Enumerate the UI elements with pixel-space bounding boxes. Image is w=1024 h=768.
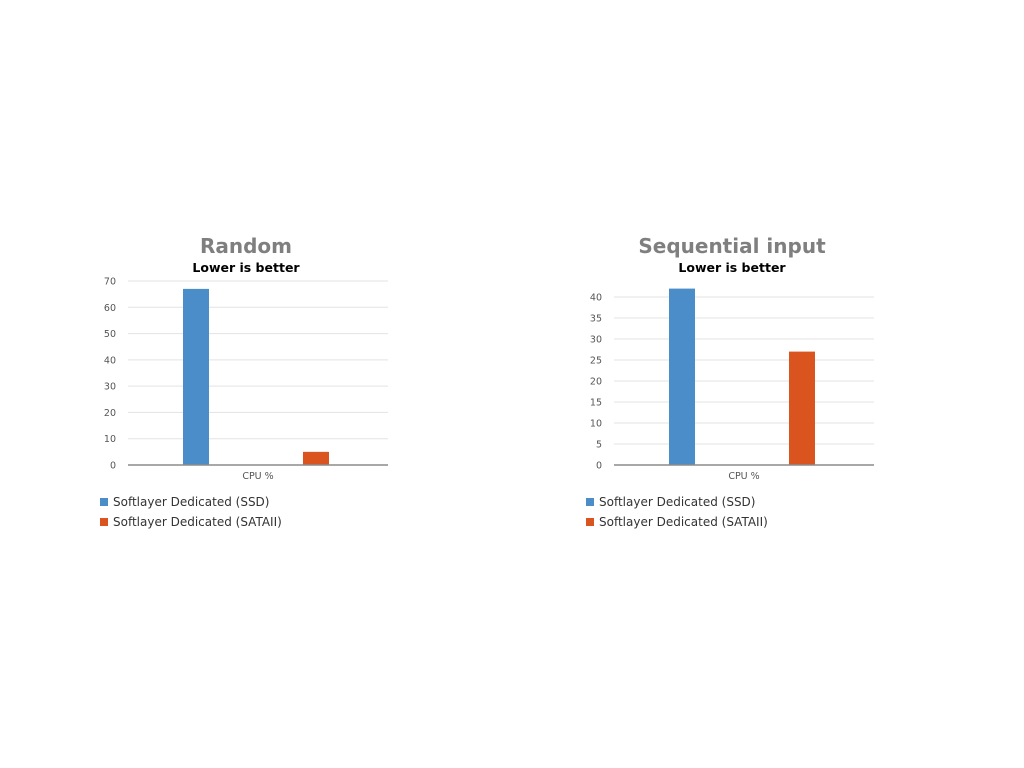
y-tick-label: 5	[596, 440, 602, 451]
chart-title: Sequential input	[638, 234, 826, 258]
y-tick-label: 50	[104, 329, 116, 340]
legend-item-ssd[interactable]: Softlayer Dedicated (SSD)	[586, 492, 768, 512]
y-tick-label: 40	[590, 293, 602, 304]
y-tick-label: 30	[104, 382, 116, 393]
y-tick-label: 10	[590, 419, 602, 430]
legend-label-ssd: Softlayer Dedicated (SSD)	[113, 495, 270, 509]
x-category-label: CPU %	[242, 471, 273, 482]
chart-legend: Softlayer Dedicated (SSD) Softlayer Dedi…	[586, 492, 768, 532]
legend-item-ssd[interactable]: Softlayer Dedicated (SSD)	[100, 492, 282, 512]
chart-plot: 0 5 10 15 20 25 30 35 40 CPU %	[590, 288, 874, 482]
chart-random: Random Lower is better 0 10 20 30 40 50 60 70 CP…	[36, 230, 476, 540]
legend-swatch-sataii	[586, 518, 594, 526]
chart-sequential-input: Sequential input Lower is better 0 5 10 15 2…	[522, 230, 962, 540]
y-tick-label: 70	[104, 277, 116, 288]
y-tick-label: 25	[590, 356, 602, 367]
y-tick-label: 35	[590, 314, 602, 325]
legend-item-sataii[interactable]: Softlayer Dedicated (SATAII)	[100, 512, 282, 532]
chart-plot: 0 10 20 30 40 50 60 70 CPU %	[104, 277, 388, 482]
legend-label-sataii: Softlayer Dedicated (SATAII)	[113, 515, 282, 529]
y-tick-label: 15	[590, 398, 602, 409]
legend-swatch-ssd	[100, 498, 108, 506]
x-category-label: CPU %	[728, 471, 759, 482]
y-tick-label: 40	[104, 355, 116, 366]
bar-ssd	[183, 288, 209, 465]
bar-ssd	[669, 288, 695, 465]
legend-label-ssd: Softlayer Dedicated (SSD)	[599, 495, 756, 509]
y-tick-label: 0	[596, 461, 602, 472]
legend-swatch-sataii	[100, 518, 108, 526]
chart-subtitle: Lower is better	[192, 260, 300, 275]
bar-sataii	[789, 351, 815, 465]
chart-subtitle: Lower is better	[678, 260, 786, 275]
bar-sataii	[303, 451, 329, 465]
y-tick-label: 20	[104, 408, 116, 419]
y-tick-label: 0	[110, 461, 116, 472]
chart-legend: Softlayer Dedicated (SSD) Softlayer Dedi…	[100, 492, 282, 532]
chart-title: Random	[199, 234, 293, 258]
y-tick-label: 30	[590, 335, 602, 346]
y-tick-label: 60	[104, 303, 116, 314]
legend-label-sataii: Softlayer Dedicated (SATAII)	[599, 515, 768, 529]
y-tick-label: 20	[590, 377, 602, 388]
legend-swatch-ssd	[586, 498, 594, 506]
y-tick-label: 10	[104, 434, 116, 445]
legend-item-sataii[interactable]: Softlayer Dedicated (SATAII)	[586, 512, 768, 532]
